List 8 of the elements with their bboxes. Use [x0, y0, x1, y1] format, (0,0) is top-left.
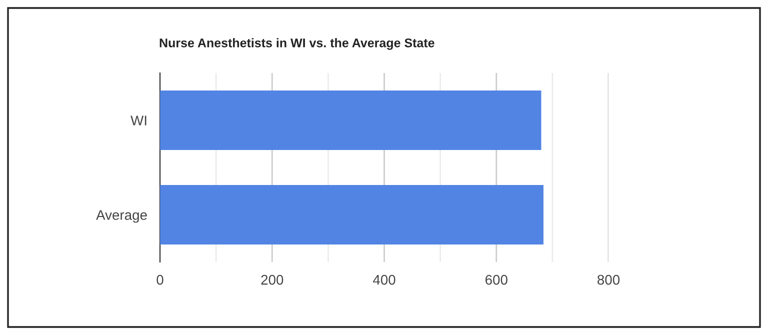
x-tick-label: 400	[372, 274, 396, 285]
chart-title: Nurse Anesthetists in WI vs. the Average State	[160, 38, 434, 50]
x-tick-label: 200	[261, 274, 284, 285]
y-tick-label: Average	[96, 210, 147, 223]
x-tick-label: 800	[598, 274, 620, 285]
x-tick-label: 0	[156, 274, 164, 285]
x-tick-label: 600	[485, 274, 508, 285]
y-tick-label: WI	[130, 116, 146, 126]
